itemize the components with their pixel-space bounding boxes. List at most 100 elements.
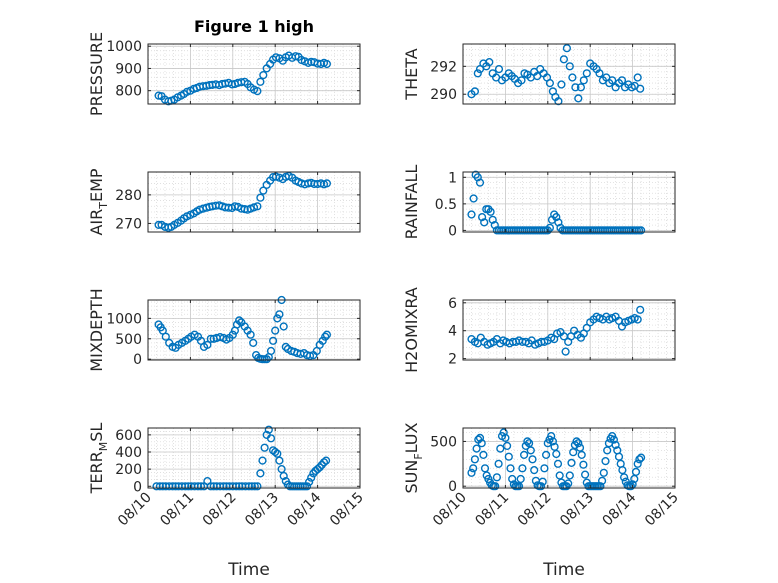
y-tick-label: 0 (448, 223, 457, 239)
data-point (530, 466, 539, 475)
series-h2omixra (467, 305, 645, 356)
series-rainfall (467, 170, 646, 235)
data-point (305, 351, 315, 361)
data-point (479, 450, 488, 460)
data-point (553, 459, 563, 468)
series-theta (467, 44, 645, 106)
data-point (618, 466, 627, 475)
data-point (536, 482, 546, 491)
axes-box (147, 171, 361, 233)
data-point (246, 330, 255, 339)
data-point (577, 450, 586, 460)
data-point (636, 84, 645, 93)
data-point (319, 458, 329, 467)
data-point (275, 310, 284, 319)
data-point (541, 450, 551, 460)
data-point (575, 443, 585, 452)
x-tick-label: 08/10 (430, 490, 470, 530)
y-tick-label: 270 (115, 216, 142, 232)
data-point (232, 320, 242, 329)
y-tick-label: 900 (115, 61, 142, 77)
data-point (182, 87, 192, 96)
y-tick-label: 1000 (106, 311, 142, 327)
data-point (596, 482, 605, 491)
y-tick-label: 1000 (106, 39, 142, 55)
data-point (470, 87, 480, 96)
data-point (519, 450, 529, 460)
x-tick-label: 08/11 (472, 490, 512, 530)
data-point (524, 439, 534, 448)
data-point (253, 202, 262, 211)
data-point (597, 476, 607, 485)
data-point (568, 73, 577, 82)
y-tick-label: 500 (430, 434, 457, 450)
y-tick-label: 0 (133, 352, 142, 368)
data-point (619, 473, 629, 482)
y-tick-label: 400 (115, 445, 142, 461)
data-point (154, 91, 163, 100)
data-point (486, 207, 495, 216)
data-point (161, 332, 170, 341)
data-point (548, 437, 558, 446)
data-point (528, 455, 537, 464)
data-point (579, 76, 588, 85)
y-axis-label: AIRTEMP (87, 168, 110, 235)
data-point (235, 316, 244, 325)
data-point (517, 76, 526, 85)
data-point (249, 203, 259, 212)
series-mixdepth (154, 295, 332, 364)
data-point (478, 213, 487, 222)
x-tick-label: 08/15 (327, 490, 367, 530)
data-point (633, 73, 642, 82)
subplot-airtemp: 270 280 AIRTEMP (87, 168, 361, 236)
data-point (467, 210, 476, 219)
data-point (492, 473, 502, 482)
axes-background (148, 44, 360, 104)
data-point (206, 334, 215, 343)
data-point (633, 459, 642, 468)
axes-box (462, 427, 676, 489)
data-point (279, 471, 288, 481)
data-point (565, 62, 574, 71)
data-point (516, 474, 525, 484)
data-point (508, 474, 517, 484)
y-axis-label: PRESSURE (87, 32, 106, 116)
data-point (322, 59, 332, 69)
subplot-sunflux: 0 500 08/10 08/11 08/12 08/13 08/14 08/15 SUNFLU… (402, 422, 682, 580)
data-point (545, 223, 555, 232)
data-point (636, 453, 646, 462)
x-tick-label: 08/10 (115, 490, 155, 530)
data-point (206, 482, 215, 491)
data-point (262, 355, 271, 364)
y-axis-label: THETA (402, 48, 421, 100)
data-point (259, 70, 268, 80)
data-point (533, 71, 542, 81)
y-axis-label: MIXDEPTH (87, 288, 106, 371)
data-point (552, 213, 561, 222)
x-tick-label: 08/13 (242, 490, 282, 530)
data-point (559, 55, 569, 64)
x-tick-label: 08/15 (642, 490, 682, 530)
data-point (228, 330, 237, 339)
series-sunflux (467, 428, 646, 491)
data-point (258, 456, 267, 465)
data-point (477, 439, 486, 448)
y-tick-label: 290 (430, 87, 457, 103)
data-point (269, 336, 278, 345)
data-point (631, 467, 641, 477)
data-point (480, 464, 490, 473)
data-point (608, 76, 617, 85)
y-axis-label: RAINFALL (402, 165, 421, 240)
data-point (574, 439, 583, 448)
data-point (244, 482, 254, 491)
data-point (181, 482, 190, 491)
axes-background (463, 428, 675, 488)
y-axis-label: TERRMSL (87, 423, 110, 495)
data-point (273, 314, 282, 323)
data-point (636, 226, 646, 235)
data-point (494, 64, 504, 74)
data-point (279, 322, 288, 331)
data-point (259, 186, 268, 195)
